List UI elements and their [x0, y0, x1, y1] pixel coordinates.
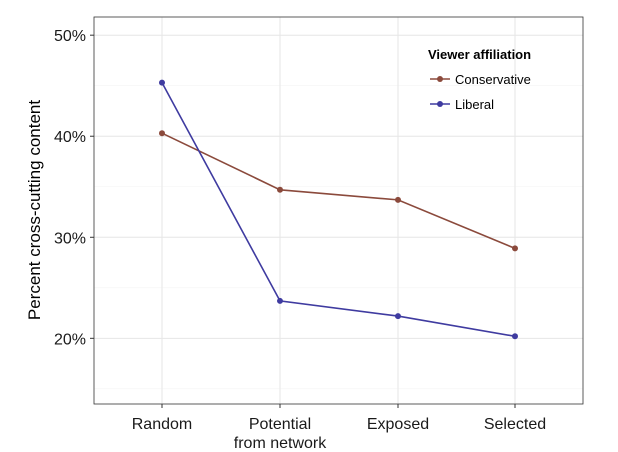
x-tick-label: Random [132, 416, 192, 433]
legend: Viewer affiliation Conservative Liberal [428, 47, 531, 112]
data-point-liberal [512, 333, 518, 340]
legend-key-point-conservative [437, 76, 443, 82]
legend-label-conservative: Conservative [455, 72, 531, 87]
x-axis: Random Potential from network Exposed Select… [132, 404, 546, 452]
y-tick-label: 30% [54, 230, 86, 247]
data-point-liberal [277, 297, 283, 304]
series-line-liberal [161, 82, 516, 338]
data-point-liberal [159, 79, 165, 86]
y-tick-label: 20% [54, 331, 86, 348]
y-axis-title: Percent cross-cutting content [25, 100, 44, 320]
grid [94, 17, 583, 404]
data-point-conservative [277, 186, 283, 193]
y-tick-label: 40% [54, 129, 86, 146]
series-layer [159, 79, 518, 340]
plot-panel [93, 16, 584, 405]
x-tick-label: Exposed [367, 416, 429, 433]
data-point-conservative [395, 196, 401, 203]
x-tick-label: Potential from network [234, 416, 327, 452]
y-axis: 20% 30% 40% 50% [54, 28, 94, 348]
data-point-conservative [159, 130, 165, 137]
x-tick-label: Selected [484, 416, 546, 433]
legend-key-point-liberal [437, 101, 443, 107]
y-tick-label: 50% [54, 28, 86, 45]
series-line-conservative [161, 132, 516, 250]
data-point-conservative [512, 245, 518, 252]
legend-title: Viewer affiliation [428, 47, 531, 62]
legend-label-liberal: Liberal [455, 97, 494, 112]
data-point-liberal [395, 313, 401, 320]
